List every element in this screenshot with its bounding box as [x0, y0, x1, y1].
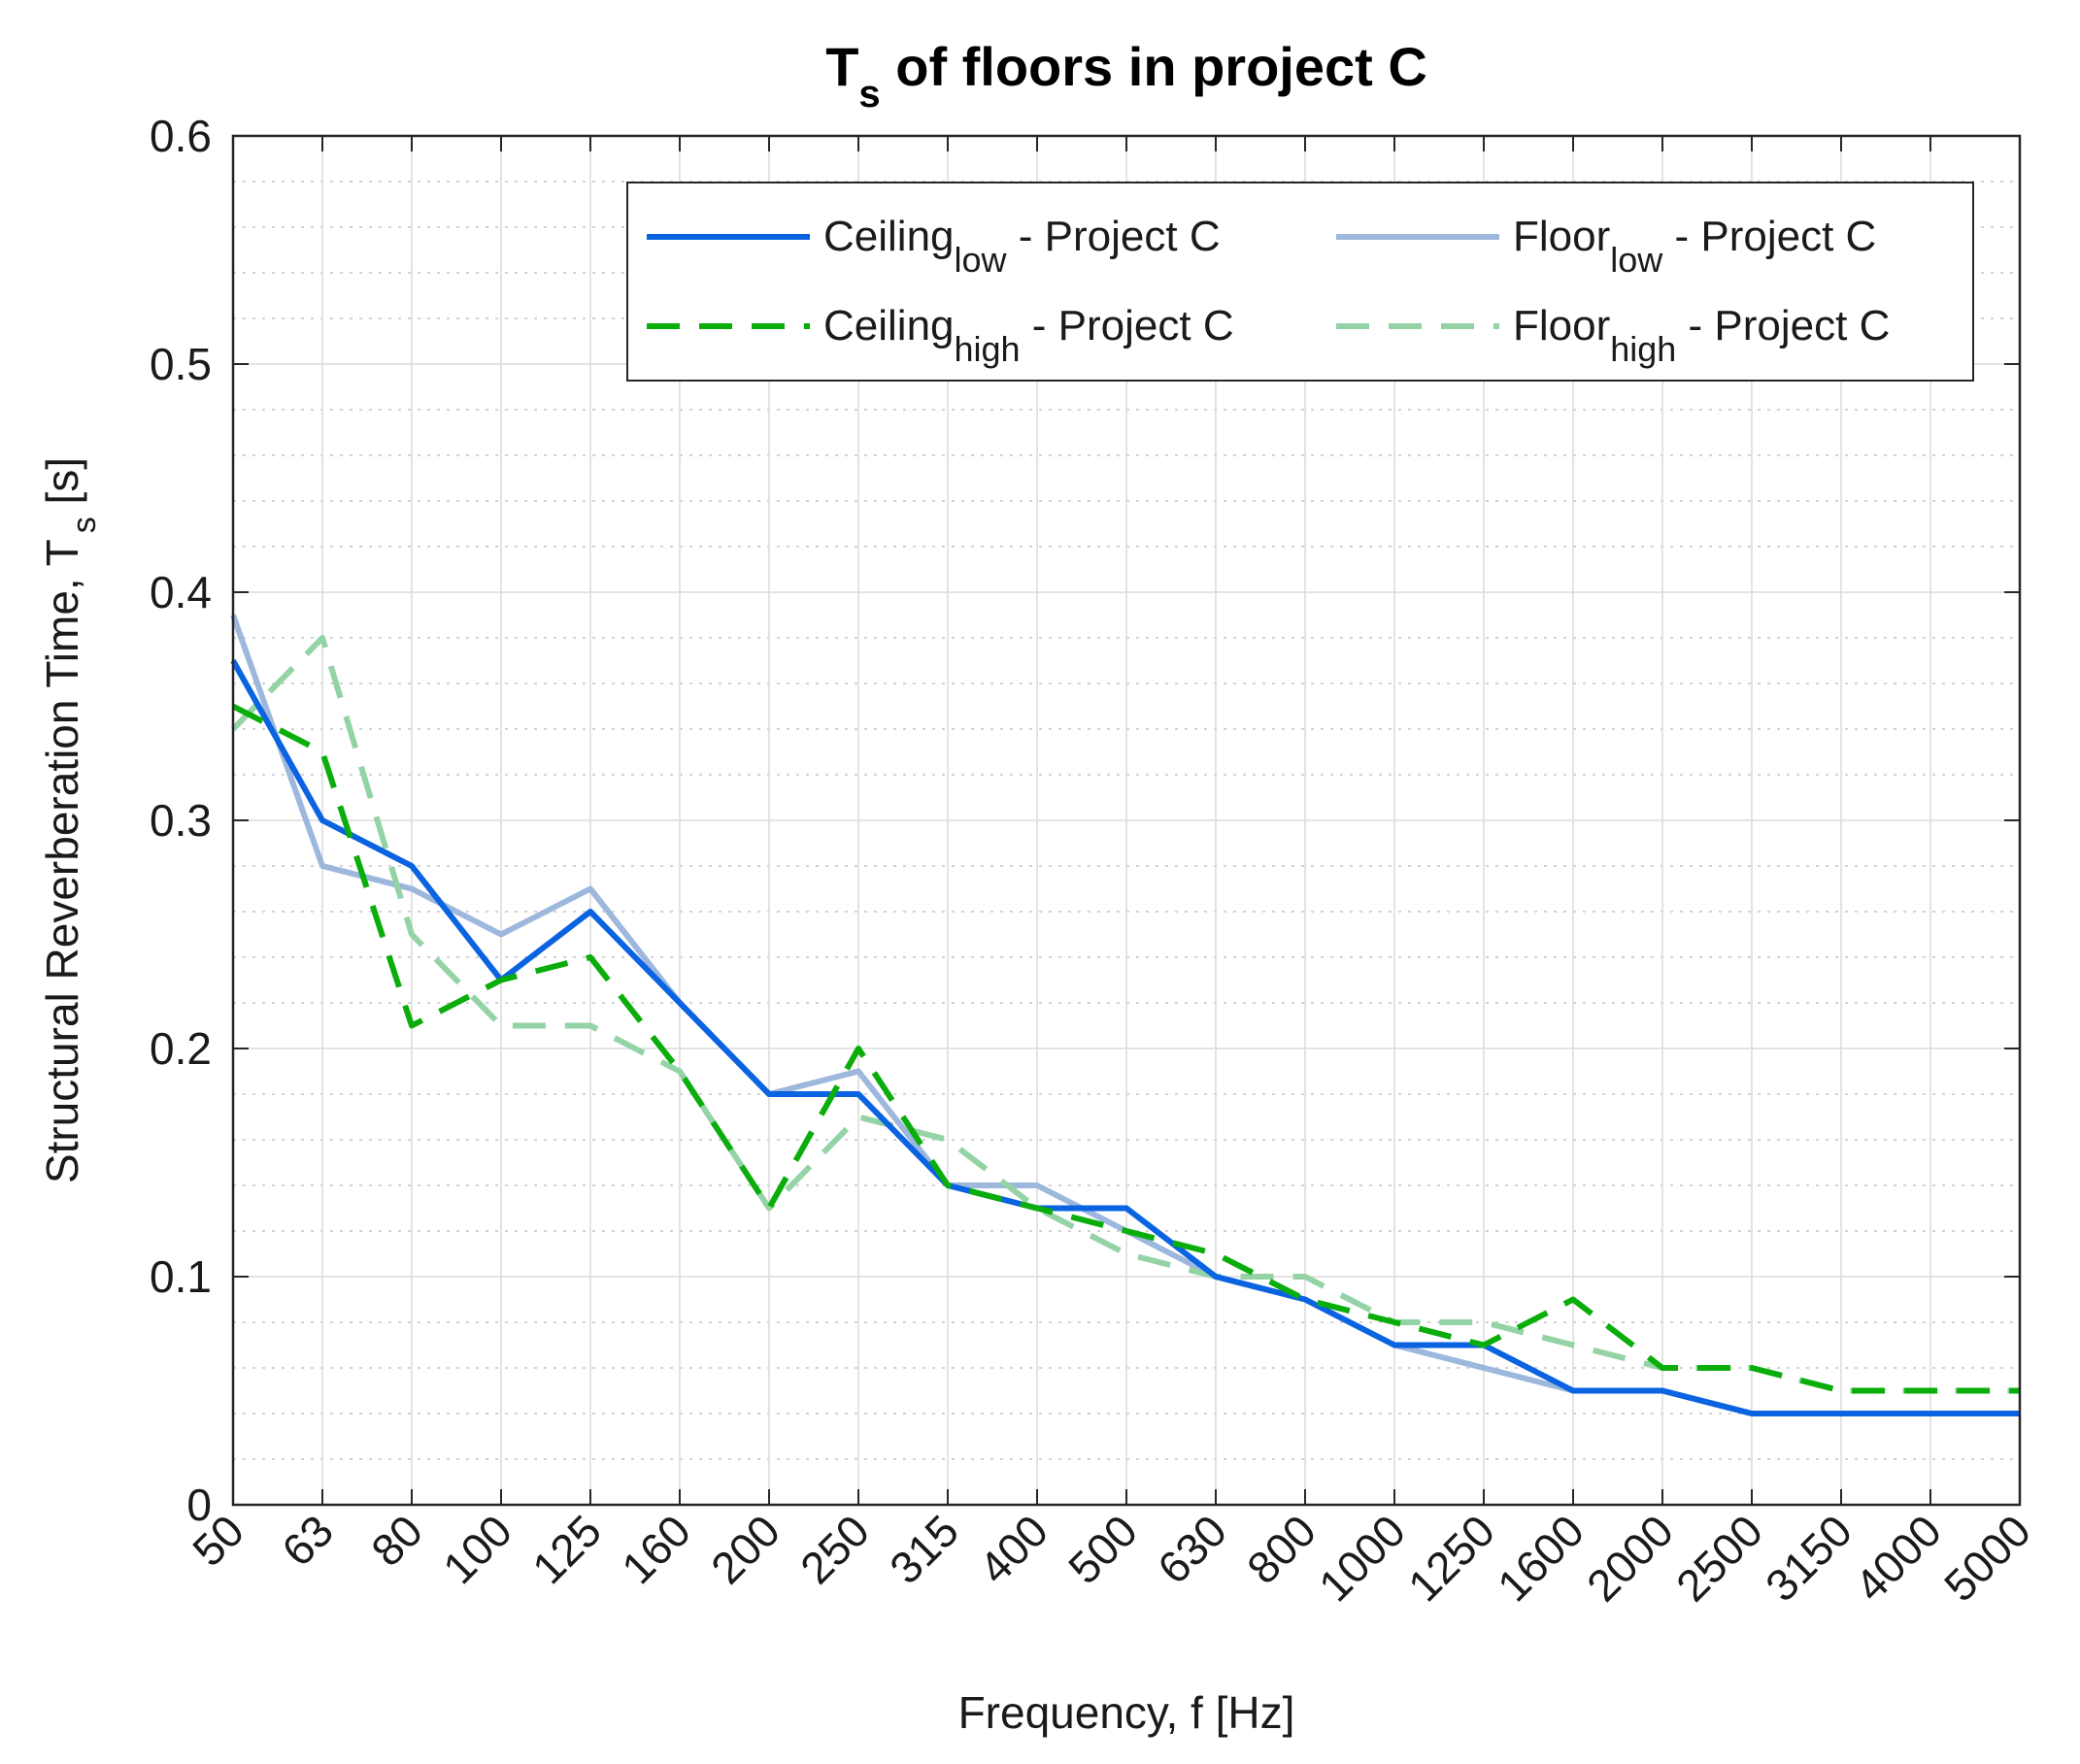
- y-axis-label: Structural Reverberation Time, Ts [s]: [37, 457, 103, 1183]
- y-tick-label: 0.6: [150, 111, 212, 161]
- series-line-ceiling-low: [230, 659, 2020, 1416]
- series-line-ceiling-high: [231, 703, 2020, 1394]
- y-tick-label: 0.3: [150, 795, 212, 846]
- legend-label-ceiling-low: Ceilinglow - Project C: [823, 213, 1221, 280]
- y-tick-label: 0.2: [150, 1023, 212, 1074]
- legend-label-floor-low: Floorlow - Project C: [1513, 213, 1876, 280]
- y-tick-label: 0.5: [150, 339, 212, 389]
- y-tick-label: 0.4: [150, 567, 212, 617]
- legend: Ceilinglow - Project C Ceilinghigh - Proj…: [626, 182, 1974, 382]
- y-tick-label: 0: [186, 1480, 212, 1530]
- y-tick-label: 0.1: [150, 1251, 212, 1302]
- x-axis-label: Frequency, f [Hz]: [958, 1687, 1295, 1738]
- chart-title: Ts of floors in project C: [825, 36, 1427, 116]
- legend-label-ceiling-high: Ceilinghigh - Project C: [823, 302, 1234, 369]
- y-tick-labels: 0 0.1 0.2 0.3 0.4 0.5 0.6: [150, 111, 212, 1530]
- ticks: [232, 135, 2021, 1506]
- legend-box: [626, 182, 1974, 382]
- legend-label-floor-high: Floorhigh - Project C: [1513, 302, 1890, 369]
- series-group: [230, 614, 2020, 1416]
